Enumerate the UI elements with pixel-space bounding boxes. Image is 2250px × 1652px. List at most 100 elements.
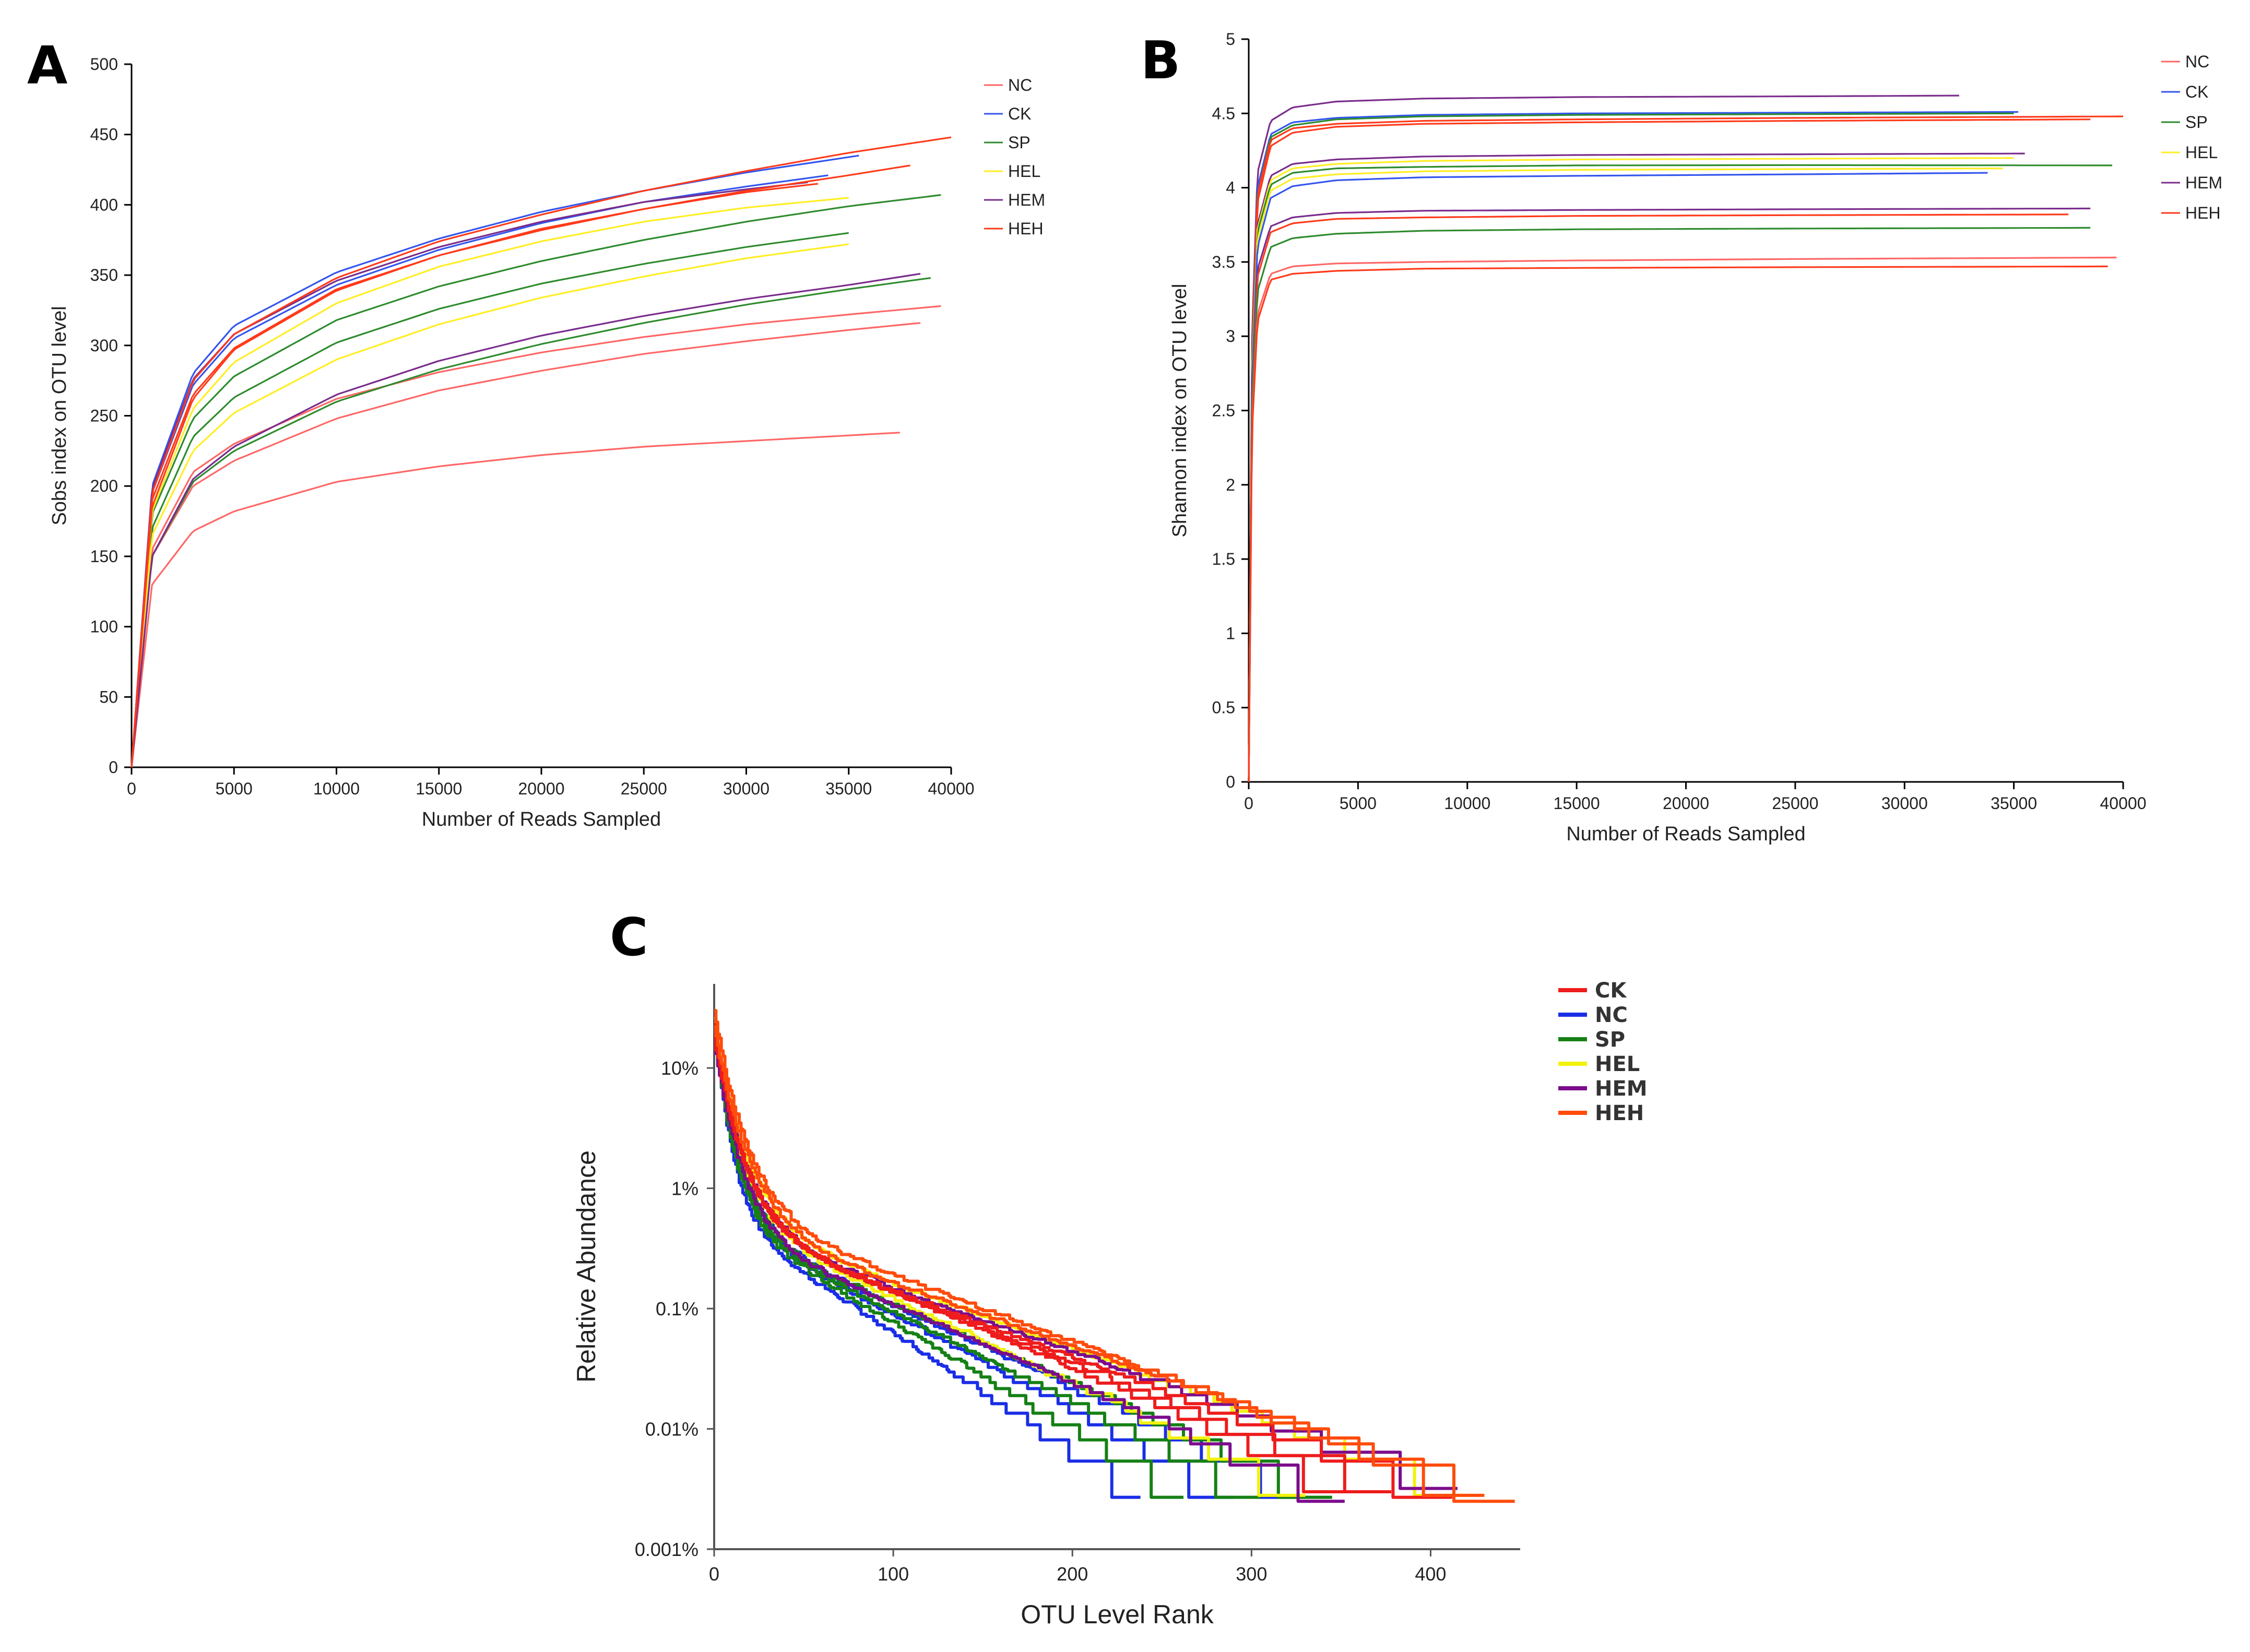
x-tick-label: 30000	[723, 779, 769, 798]
y-tick-label: 300	[90, 336, 118, 355]
y-tick-label: 4	[1226, 179, 1235, 197]
series-line-nc-14	[1248, 256, 2117, 782]
legend-label-hem: HEM	[2185, 173, 2222, 192]
legend-label-nc: NC	[1595, 1003, 1628, 1027]
legend-label-sp: SP	[2185, 113, 2208, 132]
x-tick-label: 20000	[1663, 794, 1709, 813]
x-tick-label: 10000	[1444, 794, 1490, 813]
series-line-heh-14	[131, 164, 910, 768]
y-axis-title: Sobs index on OTU level	[49, 306, 70, 525]
series-line-sp-8	[1248, 164, 2113, 782]
series-line-heh-13	[131, 136, 952, 768]
x-tick-label: 200	[1057, 1563, 1088, 1585]
series-line-heh-15	[714, 1025, 1515, 1503]
x-tick-label: 400	[1415, 1563, 1446, 1585]
series-line-sp-4	[714, 1020, 1183, 1499]
series-line-sp-3	[1248, 112, 2014, 782]
y-tick-label: 50	[99, 687, 118, 706]
legend-label-sp: SP	[1595, 1028, 1625, 1052]
legend-label-ck: CK	[2185, 82, 2208, 101]
x-tick-label: 25000	[621, 779, 667, 798]
panel-c-rank-abundance-chart: C 0.001% 0.01% 0.1% 1% 10% 0 100 200 300 400 OTU Le…	[572, 907, 1648, 1629]
series-line-hem-10	[714, 1042, 1458, 1490]
x-axis-title: OTU Level Rank	[1021, 1600, 1214, 1629]
series-line-hem-12	[131, 272, 921, 768]
legend-label-hem: HEM	[1008, 191, 1045, 209]
x-tick-label: 40000	[2100, 794, 2147, 813]
series-line-sp-5	[714, 1030, 1261, 1499]
legend-label-nc: NC	[2185, 52, 2209, 71]
legend-label-heh: HEH	[2185, 204, 2221, 222]
y-tick-label: 450	[90, 125, 118, 144]
x-tick-label: 30000	[1881, 794, 1928, 813]
y-tick-label: 10%	[661, 1057, 698, 1079]
series-line-hel-7	[1248, 157, 2014, 782]
y-tick-label: 4.5	[1212, 104, 1235, 123]
y-tick-label: 0.1%	[656, 1298, 698, 1320]
legend-label-sp: SP	[1008, 133, 1031, 152]
series-line-ck-5	[131, 174, 828, 768]
x-tick-label: 35000	[1991, 794, 2037, 813]
panel-b-shannon-rarefaction-chart: B 0 0.5 1 1.5 2 2.5 3 3.5 4 4.5 5 0 5000 10000 15000 200…	[1141, 30, 2222, 845]
series-line-heh-5	[1248, 118, 2091, 782]
y-tick-label: 400	[90, 195, 118, 214]
y-tick-label: 1	[1226, 624, 1235, 643]
x-axis-title: Number of Reads Sampled	[422, 809, 661, 830]
x-tick-label: 10000	[313, 779, 360, 798]
y-tick-label: 0	[1226, 772, 1235, 791]
series-line-hel-9	[1248, 168, 2003, 782]
legend-label-heh: HEH	[1008, 219, 1044, 238]
y-tick-label: 100	[90, 617, 118, 636]
series-line-sp-13	[1248, 227, 2091, 782]
series-line-nc-1	[714, 1018, 1141, 1499]
series-line-hem-6	[1248, 152, 2025, 782]
y-tick-label: 200	[90, 477, 118, 495]
legend-label-hel: HEL	[1595, 1052, 1640, 1076]
panel-label-b: B	[1141, 30, 1180, 91]
legend-label-hel: HEL	[2185, 143, 2218, 162]
x-tick-label: 0	[709, 1563, 719, 1585]
y-axis-title: Relative Abundance	[572, 1150, 601, 1383]
x-tick-label: 40000	[928, 779, 975, 798]
y-tick-label: 2	[1226, 476, 1235, 494]
x-tick-label: 15000	[1554, 794, 1600, 813]
series-line-hem-11	[1248, 207, 2091, 782]
x-tick-label: 15000	[416, 779, 462, 798]
series-line-heh-4	[1248, 115, 2124, 782]
x-axis-title: Number of Reads Sampled	[1566, 823, 1805, 845]
series-line-sp-7	[131, 232, 849, 768]
series-line-sp-6	[131, 194, 941, 768]
series-line-hel-10	[131, 243, 849, 768]
y-tick-label: 0.01%	[645, 1419, 698, 1440]
y-tick-label: 350	[90, 266, 118, 284]
series-line-hem-11	[131, 181, 808, 768]
series-line-ck-2	[1248, 111, 2018, 782]
x-tick-label: 300	[1236, 1563, 1267, 1585]
y-tick-label: 0.5	[1212, 698, 1235, 717]
series-line-nc-3	[131, 305, 941, 768]
y-tick-label: 0.001%	[635, 1539, 698, 1560]
y-tick-label: 250	[90, 407, 118, 425]
legend-label-nc: NC	[1008, 76, 1032, 94]
y-axis-title: Shannon index on OTU level	[1169, 284, 1191, 538]
legend-label-ck: CK	[1008, 104, 1031, 123]
series-line-heh-14	[714, 1009, 1485, 1497]
x-tick-label: 25000	[1772, 794, 1818, 813]
series-line-hem-1	[1248, 94, 1959, 782]
series-line-hel-9	[131, 197, 849, 768]
legend-label-hel: HEL	[1008, 162, 1040, 181]
x-tick-label: 100	[878, 1563, 909, 1585]
series-line-heh-12	[1248, 213, 2069, 782]
y-tick-label: 150	[90, 547, 118, 566]
series-line-nc-1	[131, 432, 900, 768]
legend-label-ck: CK	[1595, 979, 1627, 1003]
series-line-heh-15	[1248, 265, 2108, 782]
y-tick-label: 3	[1226, 327, 1235, 346]
y-tick-label: 3.5	[1212, 253, 1235, 271]
x-tick-label: 5000	[216, 779, 253, 798]
y-tick-label: 1.5	[1212, 550, 1235, 568]
y-tick-label: 1%	[671, 1178, 698, 1199]
y-tick-label: 2.5	[1212, 401, 1235, 420]
